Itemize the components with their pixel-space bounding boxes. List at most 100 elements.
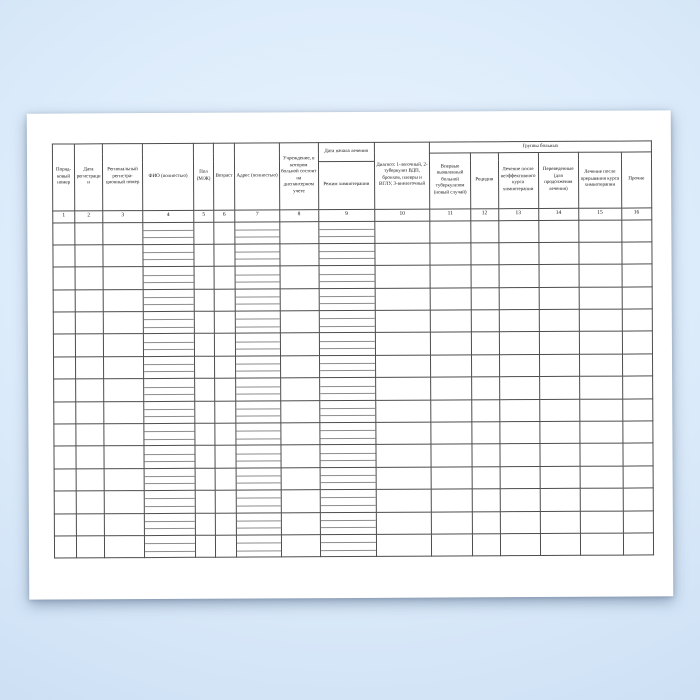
empty-cell-col-9	[319, 489, 377, 513]
empty-cell-col-1	[53, 334, 76, 357]
table-row	[53, 286, 653, 313]
empty-cell-col-10	[374, 220, 430, 244]
empty-cell-col-12	[471, 309, 499, 333]
empty-cell-col-4	[143, 423, 195, 446]
empty-cell-col-16	[621, 353, 653, 377]
empty-cell-col-12	[471, 354, 500, 378]
empty-cell-col-12	[472, 511, 500, 534]
empty-cell-col-2	[76, 513, 105, 536]
empty-cell-col-15	[579, 286, 622, 310]
empty-cell-col-14	[538, 264, 580, 288]
empty-cell-col-6	[213, 221, 235, 245]
empty-cell-col-1	[53, 267, 76, 290]
empty-cell-col-10	[376, 511, 432, 535]
empty-cell-col-9	[319, 444, 377, 468]
empty-cell-col-6	[213, 243, 236, 267]
empty-cell-col-5	[193, 221, 214, 245]
table-row	[53, 398, 653, 425]
empty-cell-col-6	[214, 311, 236, 334]
col-header-other: Прочие	[620, 151, 652, 208]
empty-cell-col-13	[499, 399, 540, 422]
empty-cell-col-1	[53, 379, 76, 402]
table-row	[52, 241, 653, 268]
empty-cell-col-16	[622, 488, 654, 511]
empty-cell-col-4	[144, 535, 196, 558]
empty-cell-col-14	[539, 466, 581, 489]
empty-cell-col-13	[499, 466, 540, 489]
empty-cell-col-1	[53, 446, 77, 469]
empty-cell-col-13	[498, 220, 539, 243]
empty-cell-col-8	[280, 400, 320, 423]
empty-cell-col-3	[104, 535, 145, 559]
empty-cell-col-3	[103, 311, 144, 335]
empty-cell-col-4	[143, 378, 195, 402]
table-row	[53, 420, 654, 447]
empty-cell-col-7	[236, 512, 282, 536]
empty-cell-col-5	[194, 356, 215, 379]
empty-cell-col-2	[75, 289, 104, 313]
empty-cell-col-3	[103, 334, 144, 357]
empty-cell-col-15	[578, 241, 622, 265]
empty-cell-col-16	[621, 219, 652, 242]
empty-cell-col-11	[430, 444, 473, 467]
empty-cell-col-9	[318, 310, 376, 334]
empty-cell-col-7	[235, 378, 281, 401]
empty-cell-col-13	[498, 287, 539, 310]
empty-cell-col-8	[280, 288, 319, 311]
table-row	[54, 510, 654, 537]
col-header-institution: Учреждение, в котором больной состоит на…	[279, 142, 319, 210]
empty-cell-col-1	[54, 513, 77, 537]
empty-cell-col-2	[75, 334, 104, 357]
empty-cell-col-1	[52, 244, 76, 268]
empty-cell-col-9	[318, 265, 376, 289]
empty-cell-col-15	[579, 376, 623, 399]
empty-cell-col-16	[622, 398, 653, 422]
col-header-age: Возраст	[213, 143, 235, 210]
table-row	[53, 264, 653, 290]
col-number-7: 7	[234, 209, 280, 222]
empty-cell-col-2	[75, 423, 104, 447]
empty-cell-col-12	[471, 287, 499, 310]
empty-cell-col-6	[214, 423, 236, 446]
empty-cell-col-5	[193, 244, 215, 267]
empty-cell-col-4	[143, 288, 195, 312]
empty-cell-col-5	[194, 400, 215, 424]
table-row	[54, 532, 654, 559]
empty-cell-col-7	[235, 266, 281, 289]
empty-cell-col-16	[622, 532, 654, 556]
col-number-6: 6	[213, 209, 235, 222]
empty-cell-col-15	[579, 421, 623, 444]
col-number-3: 3	[102, 210, 143, 223]
empty-cell-col-11	[429, 220, 471, 243]
table-row	[53, 308, 653, 335]
empty-cell-col-7	[236, 490, 282, 513]
empty-cell-col-11	[430, 421, 472, 445]
empty-cell-col-4	[143, 356, 195, 379]
empty-cell-col-2	[75, 356, 104, 380]
empty-cell-col-15	[579, 398, 623, 422]
empty-cell-col-6	[215, 535, 237, 558]
empty-cell-col-16	[621, 241, 653, 265]
empty-cell-col-7	[236, 467, 282, 491]
empty-cell-col-5	[195, 535, 216, 558]
empty-cell-col-1	[54, 468, 77, 492]
empty-cell-col-7	[235, 310, 281, 334]
empty-cell-col-14	[538, 242, 580, 265]
empty-cell-col-15	[579, 309, 622, 332]
empty-cell-col-4	[143, 266, 195, 290]
empty-cell-col-13	[499, 376, 540, 400]
empty-cell-col-11	[431, 533, 473, 557]
empty-cell-col-3	[103, 266, 144, 290]
empty-cell-col-3	[103, 401, 144, 424]
empty-cell-col-3	[104, 513, 145, 536]
registration-journal-table: Поряд- ковый номер Дата регистрации Реги…	[52, 140, 654, 559]
empty-cell-col-14	[539, 421, 580, 444]
empty-cell-col-6	[214, 400, 236, 424]
empty-cell-col-5	[194, 266, 215, 289]
empty-cell-col-8	[281, 512, 320, 535]
empty-cell-col-6	[214, 266, 236, 289]
col-number-10: 10	[374, 208, 430, 221]
empty-cell-col-5	[195, 512, 216, 536]
empty-cell-col-12	[472, 533, 501, 557]
empty-cell-col-5	[195, 490, 216, 513]
